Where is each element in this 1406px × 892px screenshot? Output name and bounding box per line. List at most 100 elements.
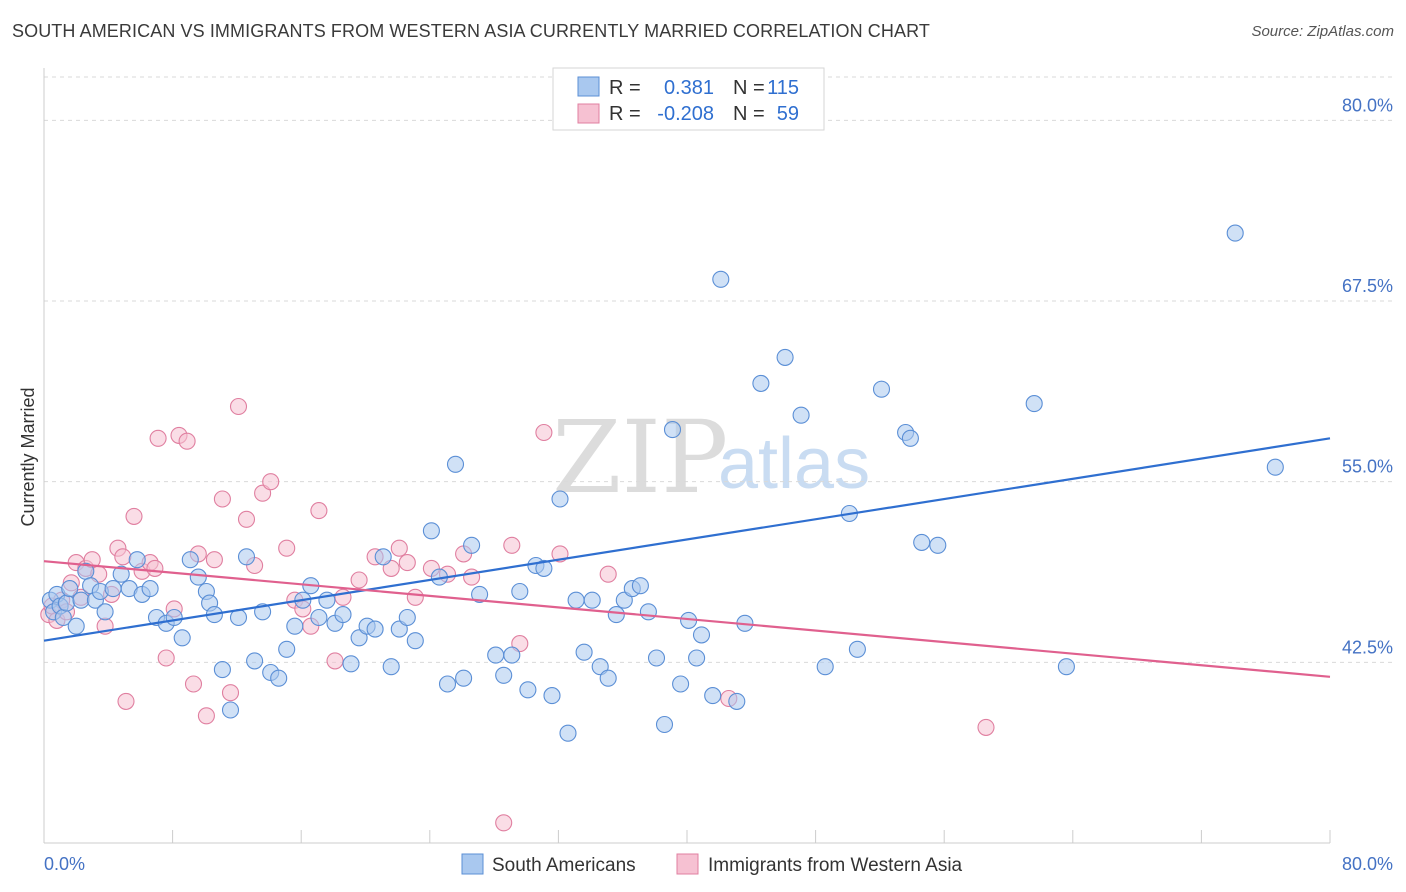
point-south-americans [503,646,521,664]
point-south-americans [446,455,465,473]
gridlines [44,76,1393,663]
point-western-asia [503,536,521,554]
legend-swatch-blue [577,76,600,97]
point-western-asia [157,649,175,667]
point-western-asia [221,684,240,702]
legend-n-value-pink: 59 [777,103,799,125]
legend-r-label-blue: R = [609,77,641,99]
watermark-zip: ZIP [552,399,728,516]
point-south-americans [398,608,416,627]
point-western-asia [977,718,995,736]
point-south-americans [438,675,457,693]
point-south-americans [672,675,690,693]
point-western-asia [326,652,344,670]
point-south-americans [575,643,593,661]
point-western-asia [237,510,256,528]
y-tick-label: 55.0% [1342,457,1393,477]
point-western-asia [390,539,408,557]
series-legend-label-blue: South Americans [492,855,636,876]
legend-n-value-blue: 115 [767,77,799,99]
point-south-americans [615,591,633,609]
watermark-atlas: atlas [718,424,870,504]
point-western-asia [278,539,296,557]
point-western-asia [125,507,143,525]
point-south-americans [128,551,146,569]
point-western-asia [197,707,215,725]
point-south-americans [913,533,931,551]
series-legend-swatch-pink [676,853,699,875]
point-western-asia [178,432,196,450]
point-south-americans [929,536,947,554]
point-south-americans [607,606,625,624]
point-south-americans [189,568,207,586]
point-western-asia [213,490,231,508]
point-south-americans [342,655,360,673]
point-south-americans [1226,224,1244,242]
point-western-asia [146,559,164,577]
y-tick-label: 67.5% [1342,276,1393,296]
point-western-asia [184,675,203,693]
point-south-americans [663,421,682,439]
point-south-americans [631,577,649,595]
point-south-americans [1025,395,1043,413]
point-south-americans [382,658,400,676]
point-south-americans [792,406,810,424]
point-south-americans [165,608,183,627]
point-western-asia [229,397,248,416]
point-south-americans [728,692,746,710]
point-south-americans [366,620,384,638]
point-south-americans [848,640,866,658]
point-south-americans [583,591,601,609]
point-south-americans [455,669,473,687]
point-south-americans [374,548,392,566]
point-western-asia [117,692,135,710]
point-western-asia [406,588,424,606]
point-south-americans [310,608,328,627]
y-axis-label: Currently Married [18,387,38,526]
point-western-asia [495,814,513,832]
point-south-americans [752,374,770,392]
point-south-americans [390,620,408,638]
point-south-americans [1057,658,1075,676]
point-south-americans [816,658,834,676]
trend-line-western-asia [43,560,1331,678]
point-south-americans [712,270,730,288]
y-tick-label: 80.0% [1342,95,1393,115]
point-south-americans [286,617,304,635]
point-south-americans [471,585,489,603]
point-south-americans [559,724,577,742]
axes [43,68,1331,844]
point-south-americans [221,701,240,719]
point-western-asia [398,554,416,572]
series-legend-label-pink: Immigrants from Western Asia [708,855,963,876]
point-south-americans [901,429,919,447]
point-south-americans [181,551,199,569]
point-south-americans [61,580,79,598]
series-south-americans [41,224,1284,742]
y-tick-label: 42.5% [1342,637,1393,657]
legend-r-value-pink: -0.208 [657,103,714,125]
point-south-americans [237,548,256,566]
legend-r-label-pink: R = [609,103,641,125]
point-south-americans [278,640,296,658]
point-south-americans [406,632,424,650]
point-south-americans [422,522,440,540]
trend-lines [43,437,1331,678]
point-south-americans [67,617,85,635]
point-south-americans [350,629,368,647]
point-south-americans [96,603,114,621]
point-south-americans [270,669,288,687]
series-legend: South Americans Immigrants from Western … [461,853,963,876]
series-legend-swatch-blue [461,853,484,875]
point-south-americans [487,646,505,664]
point-south-americans [776,348,794,366]
point-south-americans [511,582,529,601]
point-south-americans [141,580,159,598]
point-south-americans [567,591,585,609]
point-south-americans [72,591,90,609]
point-western-asia [599,565,617,583]
point-south-americans [519,681,537,699]
point-western-asia [114,548,132,566]
y-tick-labels: 42.5% 55.0% 67.5% 80.0% [1342,95,1393,657]
